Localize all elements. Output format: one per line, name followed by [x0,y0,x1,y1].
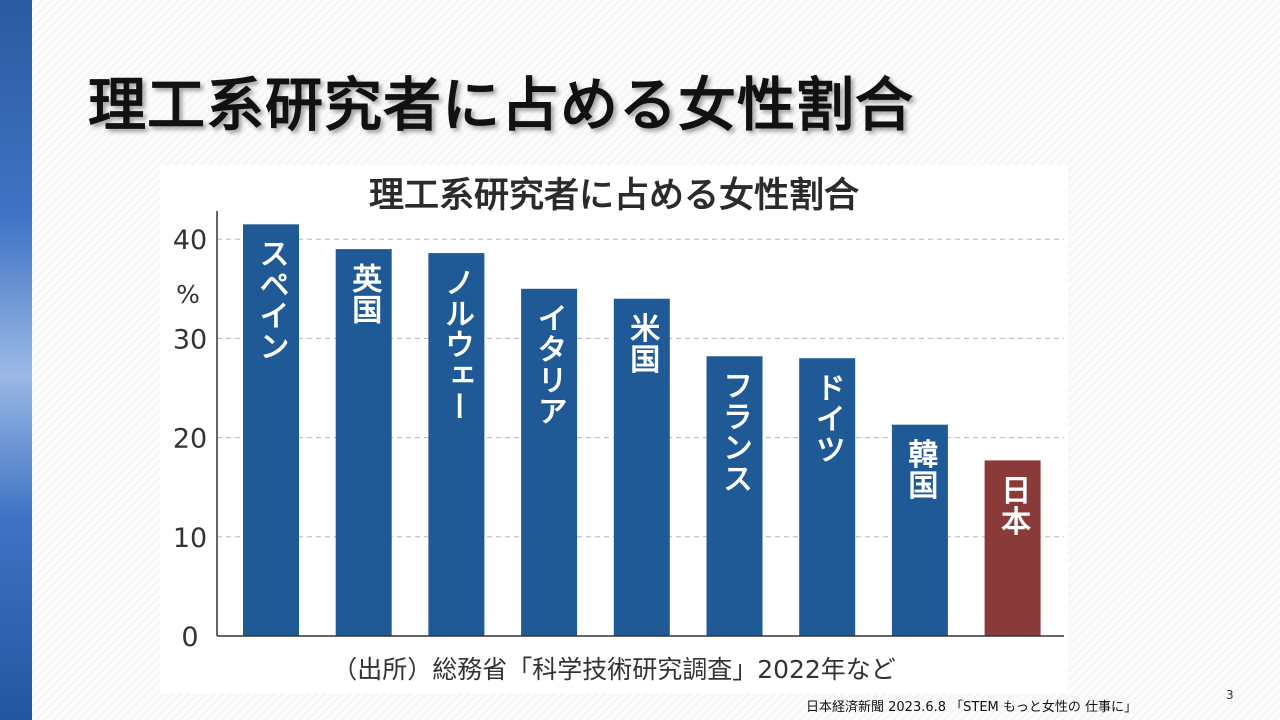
bar [891,424,948,636]
chart-title: 理工系研究者に占める女性割合 [369,175,859,216]
bar [984,460,1041,636]
bar [335,249,392,636]
bar [521,288,578,636]
axes: 0 10 20 30 40 [173,211,1064,653]
bar-label: 韓国 [902,439,938,501]
y-tick-label: 10 [173,523,207,554]
y-tick-label: 30 [173,324,207,355]
slide-title: 理工系研究者に占める女性割合 [88,71,915,139]
bar-label: ドイツ [810,372,845,465]
y-tick-label: 0 [181,622,198,653]
bar-label: ノルウェー [439,267,474,422]
bar [706,356,763,636]
chart-source-note: （出所）総務省「科学技術研究調査」2022年など [332,655,896,684]
bar-label: フランス [717,370,752,494]
y-axis-unit: % [176,280,200,309]
footer-source: 日本経済新聞 2023.6.8 「STEM もっと女性の 仕事に」 [806,700,1138,715]
bar-label: 英国 [346,263,382,325]
bar-label: イタリア [532,303,567,427]
bar [243,224,299,636]
y-tick-label: 20 [173,424,207,455]
bar [613,298,670,636]
slide-number: 3 [1226,688,1234,702]
chart-panel: スペイン 英国 ノルウェー イタリア 米国フランス ドイツ韓国 日本 0 10 20 30 40 理… [160,165,1068,693]
slide-accent-bar [0,0,32,720]
bar-label: スペイン [254,238,289,362]
y-tick-label: 40 [173,225,207,256]
bar [799,358,856,636]
bar [428,253,485,636]
bar-label: 米国 [624,313,660,375]
bar-label: 日本 [995,474,1031,536]
